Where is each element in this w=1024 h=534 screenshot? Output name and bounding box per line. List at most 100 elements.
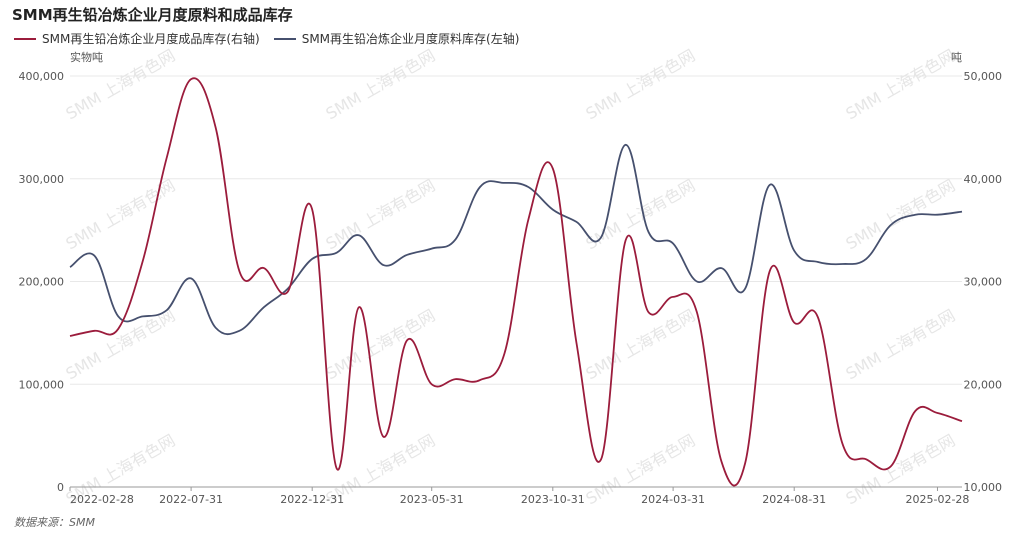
data-point-product[interactable] <box>380 434 386 440</box>
left-axis-unit-label: 实物吨 <box>70 50 103 64</box>
data-point-raw-material[interactable] <box>164 307 170 313</box>
x-axis-tick-label: 2023-05-31 <box>400 493 464 506</box>
data-point-product[interactable] <box>356 304 362 310</box>
data-point-product[interactable] <box>477 377 483 383</box>
data-point-product[interactable] <box>115 326 121 332</box>
x-axis-tick-label: 2022-07-31 <box>159 493 223 506</box>
watermark-text: SMM 上海有色网 <box>323 46 439 124</box>
data-point-raw-material[interactable] <box>888 222 894 228</box>
data-point-raw-material[interactable] <box>767 182 773 188</box>
data-point-raw-material[interactable] <box>309 256 315 262</box>
left-axis-tick-label: 200,000 <box>19 276 65 289</box>
data-point-product[interactable] <box>334 466 340 472</box>
data-point-raw-material[interactable] <box>213 325 219 331</box>
data-point-product[interactable] <box>92 328 98 334</box>
data-point-product[interactable] <box>694 309 700 315</box>
data-point-raw-material[interactable] <box>959 209 965 215</box>
data-point-raw-material[interactable] <box>380 262 386 268</box>
data-point-product[interactable] <box>959 418 965 424</box>
data-point-raw-material[interactable] <box>502 180 508 186</box>
data-point-raw-material[interactable] <box>815 259 821 265</box>
legend-item-raw-material-inventory[interactable]: SMM再生铅冶炼企业月度原料库存(左轴) <box>273 30 520 47</box>
watermark-text: SMM 上海有色网 <box>583 306 699 384</box>
data-point-product[interactable] <box>188 76 194 82</box>
data-point-product[interactable] <box>164 155 170 161</box>
watermark-text: SMM 上海有色网 <box>323 306 439 384</box>
x-axis-tick-label: 2024-03-31 <box>641 493 705 506</box>
data-point-raw-material[interactable] <box>404 252 410 258</box>
data-point-raw-material[interactable] <box>694 279 700 285</box>
data-point-raw-material[interactable] <box>140 313 146 319</box>
data-point-product[interactable] <box>429 381 435 387</box>
data-point-product[interactable] <box>888 463 894 469</box>
data-point-product[interactable] <box>140 258 146 264</box>
data-point-raw-material[interactable] <box>598 234 604 240</box>
data-point-raw-material[interactable] <box>742 286 748 292</box>
legend-swatch-raw <box>273 37 296 40</box>
watermark-text: SMM 上海有色网 <box>843 46 959 124</box>
data-point-product[interactable] <box>309 207 315 213</box>
data-point-raw-material[interactable] <box>912 212 918 218</box>
series-line-raw-material-inventory[interactable] <box>69 143 963 336</box>
data-point-raw-material[interactable] <box>863 256 869 262</box>
data-point-raw-material[interactable] <box>574 219 580 225</box>
series-line-product-inventory[interactable] <box>69 77 963 487</box>
data-point-raw-material[interactable] <box>188 275 194 281</box>
data-point-product[interactable] <box>718 458 724 464</box>
data-point-product[interactable] <box>261 265 267 271</box>
data-point-product[interactable] <box>285 289 291 295</box>
data-point-product[interactable] <box>623 237 629 243</box>
data-point-product[interactable] <box>598 456 604 462</box>
data-point-product[interactable] <box>502 350 508 356</box>
data-point-raw-material[interactable] <box>646 229 652 235</box>
data-point-product[interactable] <box>815 315 821 321</box>
data-point-raw-material[interactable] <box>236 328 242 334</box>
data-point-raw-material[interactable] <box>670 241 676 247</box>
watermark-text: SMM 上海有色网 <box>63 176 179 254</box>
data-point-raw-material[interactable] <box>67 264 73 270</box>
x-axis-tick-label: 2022-12-31 <box>280 493 344 506</box>
data-point-product[interactable] <box>525 217 531 223</box>
data-point-product[interactable] <box>213 124 219 130</box>
data-point-raw-material[interactable] <box>429 246 435 252</box>
data-point-raw-material[interactable] <box>791 248 797 254</box>
data-point-product[interactable] <box>840 441 846 447</box>
data-point-raw-material[interactable] <box>935 212 941 218</box>
data-point-product[interactable] <box>453 376 459 382</box>
data-point-raw-material[interactable] <box>623 142 629 148</box>
right-axis-tick-label: 40,000 <box>964 173 1003 186</box>
data-point-raw-material[interactable] <box>356 232 362 238</box>
left-axis-tick-label: 100,000 <box>19 378 65 391</box>
data-point-raw-material[interactable] <box>840 261 846 267</box>
data-point-product[interactable] <box>912 408 918 414</box>
watermarks: SMM 上海有色网 SMM 上海有色网 SMM 上海有色网 SMM 上海有色网 SMM … <box>63 46 959 509</box>
data-point-raw-material[interactable] <box>718 265 724 271</box>
watermark-text: SMM 上海有色网 <box>583 176 699 254</box>
data-point-product[interactable] <box>935 410 941 416</box>
legend-label-raw: SMM再生铅冶炼企业月度原料库存(左轴) <box>301 32 520 46</box>
data-point-raw-material[interactable] <box>453 236 459 242</box>
data-point-raw-material[interactable] <box>92 253 98 259</box>
data-point-product[interactable] <box>767 268 773 274</box>
x-axis-tick-label: 2025-02-28 <box>905 493 969 506</box>
data-point-product[interactable] <box>670 294 676 300</box>
watermark-text: SMM 上海有色网 <box>583 46 699 124</box>
data-point-product[interactable] <box>67 333 73 339</box>
data-point-product[interactable] <box>404 337 410 343</box>
data-point-product[interactable] <box>236 268 242 274</box>
data-point-raw-material[interactable] <box>550 207 556 213</box>
chart-title: SMM再生铅冶炼企业月度原料和成品库存 <box>12 6 293 24</box>
data-point-product[interactable] <box>863 456 869 462</box>
data-point-product[interactable] <box>550 166 556 172</box>
data-point-raw-material[interactable] <box>477 184 483 190</box>
data-point-raw-material[interactable] <box>525 184 531 190</box>
data-point-raw-material[interactable] <box>261 304 267 310</box>
right-axis-tick-label: 30,000 <box>964 276 1003 289</box>
data-point-product[interactable] <box>742 460 748 466</box>
data-point-raw-material[interactable] <box>334 250 340 256</box>
data-point-product[interactable] <box>574 340 580 346</box>
legend-item-product-inventory[interactable]: SMM再生铅冶炼企业月度成品库存(右轴) <box>14 30 260 47</box>
data-point-product[interactable] <box>646 309 652 315</box>
data-point-raw-material[interactable] <box>115 313 121 319</box>
data-point-product[interactable] <box>791 320 797 326</box>
